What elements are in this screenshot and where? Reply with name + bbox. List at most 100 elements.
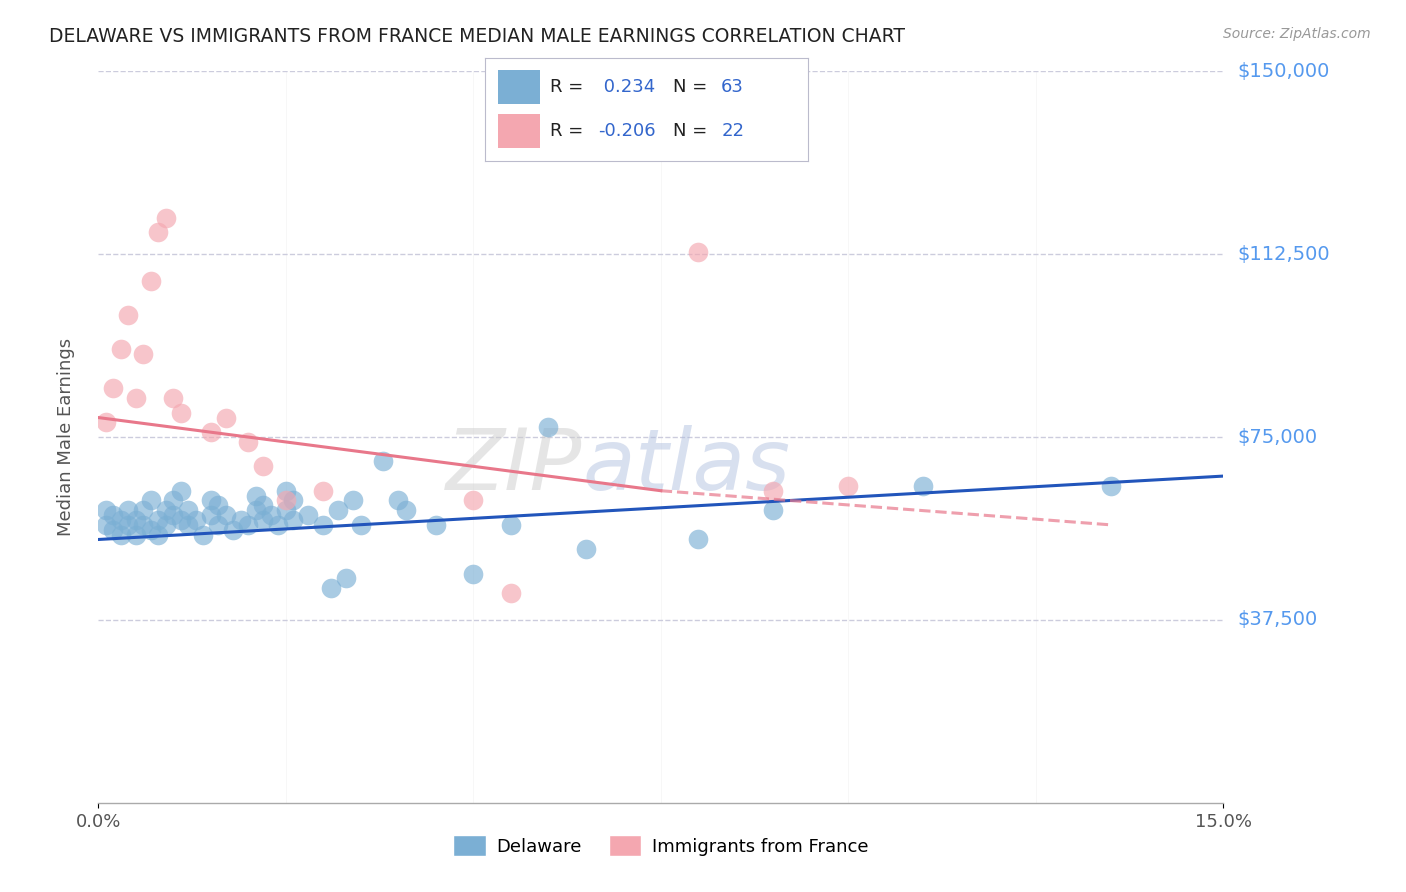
Point [170, 406, 193, 420]
Point [499, 517, 522, 532]
Point [215, 508, 238, 522]
Point [245, 503, 267, 517]
Point [139, 523, 162, 537]
Point [274, 483, 297, 498]
Point [463, 493, 485, 508]
Point [350, 517, 373, 532]
Point [110, 343, 132, 357]
Point [125, 513, 148, 527]
Point [200, 493, 222, 508]
Point [94, 503, 117, 517]
Point [155, 517, 177, 532]
Point [297, 508, 319, 522]
Text: $37,500: $37,500 [1237, 610, 1317, 630]
Point [139, 493, 162, 508]
Point [117, 503, 139, 517]
Point [252, 459, 274, 474]
Point [117, 308, 139, 322]
Text: $112,500: $112,500 [1237, 244, 1330, 264]
Point [252, 499, 274, 513]
Text: atlas: atlas [582, 425, 790, 508]
Text: 63: 63 [721, 78, 744, 96]
Point [238, 517, 260, 532]
Point [425, 517, 447, 532]
Point [155, 503, 177, 517]
Y-axis label: Median Male Earnings: Median Male Earnings [56, 338, 75, 536]
Point [170, 513, 193, 527]
Point [103, 381, 125, 395]
Point [342, 493, 364, 508]
Point [328, 503, 350, 517]
Point [170, 483, 193, 498]
Point [207, 499, 229, 513]
Point [229, 513, 252, 527]
Text: 0.234: 0.234 [599, 78, 655, 96]
Point [837, 479, 859, 493]
Point [395, 503, 418, 517]
Point [125, 391, 148, 405]
Text: -0.206: -0.206 [599, 122, 655, 140]
Point [110, 513, 132, 527]
Point [103, 523, 125, 537]
Point [110, 527, 132, 541]
Point [139, 274, 162, 288]
Text: N =: N = [672, 78, 713, 96]
Point [252, 513, 274, 527]
Point [132, 517, 155, 532]
Text: $75,000: $75,000 [1237, 427, 1317, 447]
Point [274, 493, 297, 508]
Point [148, 225, 170, 239]
Point [245, 489, 267, 503]
Point [132, 347, 155, 361]
Point [319, 581, 342, 595]
Point [215, 410, 238, 425]
Bar [498, 70, 540, 104]
Point [162, 508, 184, 522]
Text: Source: ZipAtlas.com: Source: ZipAtlas.com [1223, 27, 1371, 41]
Point [762, 483, 785, 498]
Point [148, 513, 170, 527]
Text: $150,000: $150,000 [1237, 62, 1330, 81]
Point [267, 517, 290, 532]
Text: DELAWARE VS IMMIGRANTS FROM FRANCE MEDIAN MALE EARNINGS CORRELATION CHART: DELAWARE VS IMMIGRANTS FROM FRANCE MEDIA… [49, 27, 905, 45]
Text: R =: R = [550, 122, 589, 140]
Text: ZIP: ZIP [446, 425, 582, 508]
Point [274, 503, 297, 517]
Point [162, 493, 184, 508]
Point [117, 517, 139, 532]
Point [260, 508, 283, 522]
Point [312, 483, 335, 498]
Point [762, 503, 785, 517]
Point [125, 527, 148, 541]
Point [200, 508, 222, 522]
Point [283, 513, 305, 527]
Point [387, 493, 409, 508]
Bar [498, 114, 540, 148]
Legend: Delaware, Immigrants from France: Delaware, Immigrants from France [446, 828, 876, 863]
Point [177, 503, 200, 517]
Point [103, 508, 125, 522]
Point [688, 533, 710, 547]
Point [193, 527, 215, 541]
Point [200, 425, 222, 440]
Text: 22: 22 [721, 122, 744, 140]
Point [688, 244, 710, 259]
Point [94, 416, 117, 430]
Point [312, 517, 335, 532]
Point [238, 434, 260, 449]
Point [537, 420, 560, 434]
Point [94, 517, 117, 532]
Point [463, 566, 485, 581]
Point [335, 572, 357, 586]
Point [148, 527, 170, 541]
Point [162, 391, 184, 405]
Text: R =: R = [550, 78, 589, 96]
Point [155, 211, 177, 225]
Point [184, 513, 207, 527]
Point [222, 523, 245, 537]
Text: N =: N = [672, 122, 713, 140]
Point [1099, 479, 1122, 493]
Point [575, 542, 598, 557]
Point [912, 479, 935, 493]
Point [177, 517, 200, 532]
